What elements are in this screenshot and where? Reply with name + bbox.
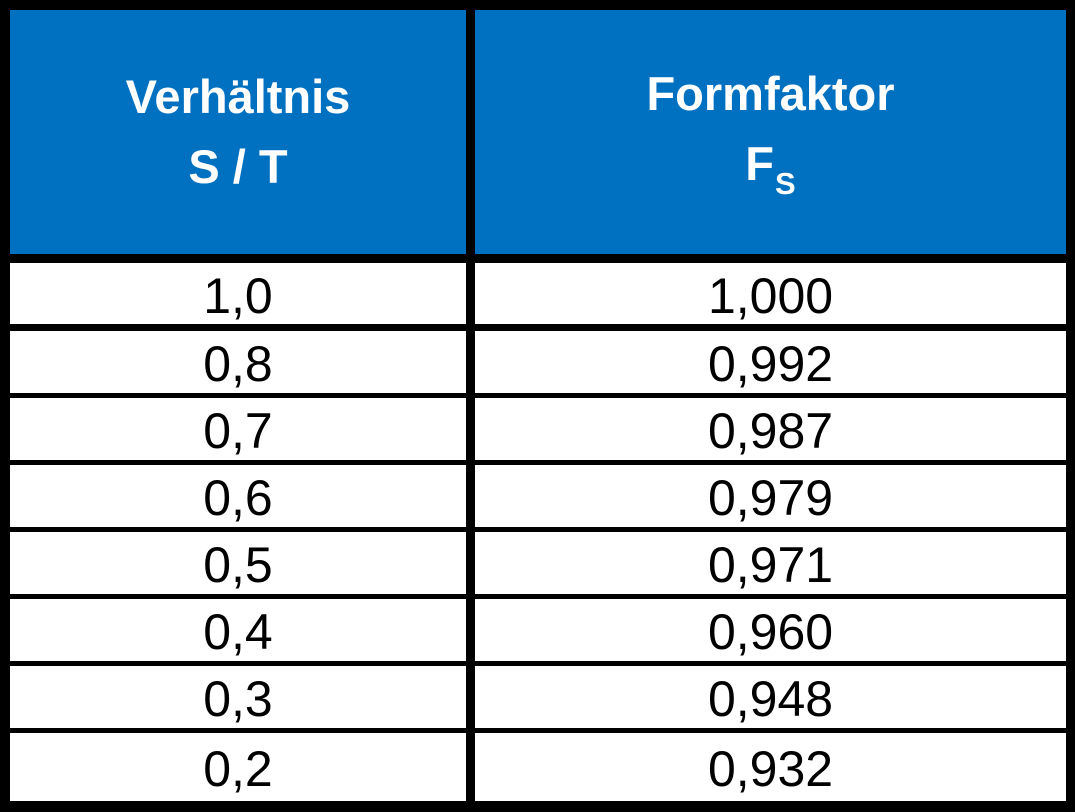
header-ratio-symbol: S / T	[188, 140, 288, 193]
header-ratio-title: Verhältnis	[125, 70, 351, 123]
table-cell-formfactor: 0,979	[475, 465, 1066, 527]
table-cell-formfactor: 0,987	[475, 398, 1066, 460]
table-cell-formfactor: 1,000	[475, 263, 1066, 324]
header-formfactor-title: Formfaktor	[646, 67, 895, 120]
header-formfactor-symbol-subscript: S	[775, 166, 796, 201]
header-formfactor-symbol: FS	[745, 129, 795, 205]
table-cell-formfactor: 0,932	[475, 733, 1066, 801]
table-cell-ratio: 0,4	[10, 599, 466, 661]
table-cell-ratio: 0,5	[10, 532, 466, 594]
table-cell-formfactor: 0,971	[475, 532, 1066, 594]
table-cell-ratio: 0,7	[10, 398, 466, 460]
table-cell-ratio: 0,6	[10, 465, 466, 527]
table-cell-ratio: 0,8	[10, 331, 466, 393]
header-cell-formfactor: Formfaktor FS	[475, 10, 1066, 254]
table-cell-ratio: 0,2	[10, 733, 466, 801]
table-cell-ratio: 0,3	[10, 666, 466, 728]
table-cell-formfactor: 0,948	[475, 666, 1066, 728]
header-formfactor-symbol-main: F	[745, 137, 775, 190]
table-cell-formfactor: 0,992	[475, 331, 1066, 393]
table-cell-ratio: 1,0	[10, 263, 466, 324]
table-cell-formfactor: 0,960	[475, 599, 1066, 661]
header-cell-ratio: Verhältnis S / T	[10, 10, 466, 254]
